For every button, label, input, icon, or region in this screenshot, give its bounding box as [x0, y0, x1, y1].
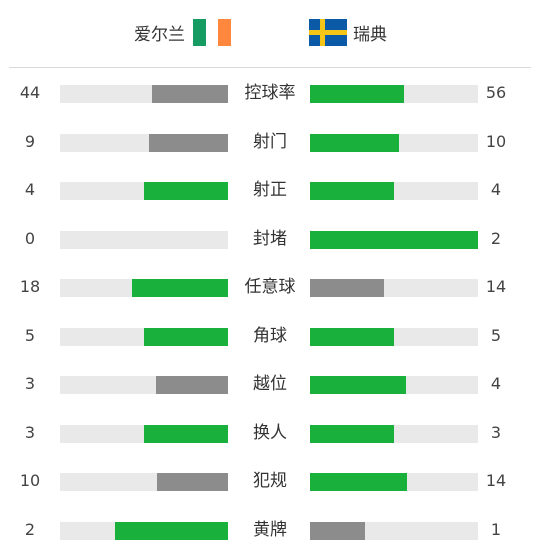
stat-label: 封堵	[230, 215, 310, 264]
home-stat-value: 4	[8, 166, 52, 215]
away-stat-bar-track	[310, 473, 478, 491]
stat-label: 角球	[230, 312, 310, 361]
away-stat-value: 4	[476, 360, 516, 409]
away-stat-bar-track	[310, 182, 478, 200]
away-stat-bar	[310, 376, 406, 394]
away-stat-value: 5	[476, 312, 516, 361]
stat-row-free-kicks: 18 任意球 14	[0, 263, 541, 312]
stat-label: 犯规	[230, 457, 310, 506]
home-stat-bar-track	[60, 328, 228, 346]
away-stat-value: 14	[476, 263, 516, 312]
away-stat-bar-track	[310, 328, 478, 346]
away-stat-bar-track	[310, 425, 478, 443]
away-stat-bar-track	[310, 522, 478, 540]
away-stat-bar	[310, 328, 394, 346]
stat-label: 射正	[230, 166, 310, 215]
header-divider	[9, 67, 531, 68]
away-stat-bar	[310, 425, 394, 443]
stat-row-yellow-cards: 2 黄牌 1	[0, 506, 541, 554]
away-team-name: 瑞典	[353, 20, 387, 45]
sweden-flag-icon	[309, 19, 347, 46]
away-stat-bar-track	[310, 279, 478, 297]
stat-label: 黄牌	[230, 506, 310, 554]
home-stat-bar	[149, 134, 228, 152]
stat-row-shots: 9 射门 10	[0, 118, 541, 167]
away-stat-bar-track	[310, 85, 478, 103]
away-stat-bar	[310, 85, 404, 103]
home-stat-value: 9	[8, 118, 52, 167]
ireland-flag-icon	[193, 19, 231, 46]
away-stat-value: 10	[476, 118, 516, 167]
stat-row-blocks: 0 封堵 2	[0, 215, 541, 264]
stat-label: 射门	[230, 118, 310, 167]
home-stat-value: 3	[8, 409, 52, 458]
stat-row-shots-on-target: 4 射正 4	[0, 166, 541, 215]
home-stat-bar	[152, 85, 228, 103]
away-stat-value: 1	[476, 506, 516, 554]
home-stat-bar	[156, 376, 228, 394]
home-stat-bar-track	[60, 279, 228, 297]
home-stat-value: 5	[8, 312, 52, 361]
away-stat-bar	[310, 279, 384, 297]
away-stat-value: 14	[476, 457, 516, 506]
stat-label: 换人	[230, 409, 310, 458]
home-stat-bar	[132, 279, 228, 297]
home-stat-bar-track	[60, 473, 228, 491]
away-stat-bar	[310, 134, 399, 152]
stat-row-possession: 44 控球率 56	[0, 69, 541, 118]
home-stat-bar	[157, 473, 228, 491]
away-stat-bar-track	[310, 376, 478, 394]
away-stat-bar	[310, 522, 365, 540]
stat-label: 控球率	[230, 69, 310, 118]
away-stat-bar-track	[310, 134, 478, 152]
home-stat-bar-track	[60, 182, 228, 200]
away-team[interactable]: 瑞典	[309, 18, 387, 46]
stat-row-corners: 5 角球 5	[0, 312, 541, 361]
stat-row-offsides: 3 越位 4	[0, 360, 541, 409]
stat-row-fouls: 10 犯规 14	[0, 457, 541, 506]
away-stat-bar	[310, 473, 407, 491]
away-stat-bar-track	[310, 231, 478, 249]
home-stat-bar-track	[60, 134, 228, 152]
home-stat-value: 10	[8, 457, 52, 506]
away-stat-value: 2	[476, 215, 516, 264]
home-team-name: 爱尔兰	[134, 20, 185, 45]
home-stat-value: 3	[8, 360, 52, 409]
away-stat-bar	[310, 231, 478, 249]
stat-label: 越位	[230, 360, 310, 409]
stat-row-substitutions: 3 换人 3	[0, 409, 541, 458]
home-stat-value: 44	[8, 69, 52, 118]
home-stat-value: 2	[8, 506, 52, 554]
home-stat-bar	[144, 182, 228, 200]
away-stat-bar	[310, 182, 394, 200]
away-stat-value: 56	[476, 69, 516, 118]
home-stat-bar	[144, 425, 228, 443]
home-team[interactable]: 爱尔兰	[134, 18, 231, 46]
home-stat-bar-track	[60, 85, 228, 103]
home-stat-bar-track	[60, 425, 228, 443]
home-stat-bar-track	[60, 231, 228, 249]
match-header: 爱尔兰 瑞典	[0, 0, 541, 66]
home-stat-bar-track	[60, 522, 228, 540]
stat-label: 任意球	[230, 263, 310, 312]
home-stat-bar	[115, 522, 228, 540]
home-stat-bar-track	[60, 376, 228, 394]
away-stat-value: 3	[476, 409, 516, 458]
home-stat-value: 0	[8, 215, 52, 264]
home-stat-value: 18	[8, 263, 52, 312]
home-stat-bar	[144, 328, 228, 346]
away-stat-value: 4	[476, 166, 516, 215]
